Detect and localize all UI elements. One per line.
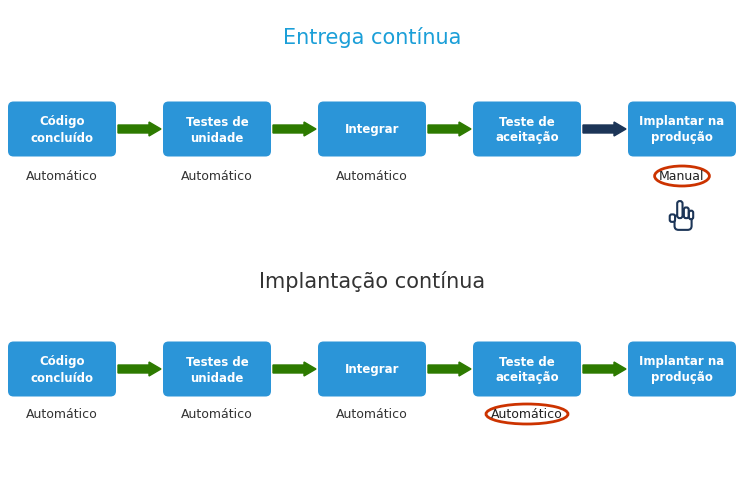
- Text: Integrar: Integrar: [344, 123, 400, 136]
- Polygon shape: [273, 123, 316, 137]
- Text: Implantar na
produção: Implantar na produção: [639, 355, 725, 384]
- FancyBboxPatch shape: [670, 215, 675, 222]
- Text: Entrega contínua: Entrega contínua: [283, 28, 461, 49]
- Text: Implantar na
produção: Implantar na produção: [639, 115, 725, 144]
- Polygon shape: [118, 362, 161, 376]
- Polygon shape: [428, 362, 471, 376]
- FancyBboxPatch shape: [473, 342, 581, 397]
- Text: Código
concluído: Código concluído: [31, 355, 94, 384]
- Text: Automático: Automático: [491, 408, 563, 421]
- FancyBboxPatch shape: [628, 342, 736, 397]
- Text: Automático: Automático: [181, 170, 253, 183]
- FancyBboxPatch shape: [8, 342, 116, 397]
- Text: Teste de
aceitação: Teste de aceitação: [496, 355, 559, 384]
- Text: Integrar: Integrar: [344, 363, 400, 376]
- Text: Teste de
aceitação: Teste de aceitação: [496, 115, 559, 144]
- Polygon shape: [583, 123, 626, 137]
- Polygon shape: [118, 123, 161, 137]
- Text: Automático: Automático: [181, 408, 253, 421]
- FancyBboxPatch shape: [318, 342, 426, 397]
- FancyBboxPatch shape: [318, 102, 426, 157]
- Polygon shape: [428, 123, 471, 137]
- Text: Implantação contínua: Implantação contínua: [259, 271, 485, 292]
- FancyBboxPatch shape: [163, 102, 271, 157]
- Text: Automático: Automático: [336, 170, 408, 183]
- Text: Automático: Automático: [336, 408, 408, 421]
- FancyBboxPatch shape: [675, 215, 692, 230]
- Text: Automático: Automático: [26, 170, 98, 183]
- FancyBboxPatch shape: [684, 208, 689, 219]
- Text: Automático: Automático: [26, 408, 98, 421]
- FancyBboxPatch shape: [677, 202, 682, 219]
- Text: Código
concluído: Código concluído: [31, 115, 94, 144]
- Polygon shape: [273, 362, 316, 376]
- FancyBboxPatch shape: [689, 211, 693, 220]
- Text: Testes de
unidade: Testes de unidade: [185, 355, 248, 384]
- Text: Testes de
unidade: Testes de unidade: [185, 115, 248, 144]
- FancyBboxPatch shape: [628, 102, 736, 157]
- Text: Manual: Manual: [659, 170, 705, 183]
- FancyBboxPatch shape: [8, 102, 116, 157]
- FancyBboxPatch shape: [473, 102, 581, 157]
- FancyBboxPatch shape: [163, 342, 271, 397]
- Polygon shape: [583, 362, 626, 376]
